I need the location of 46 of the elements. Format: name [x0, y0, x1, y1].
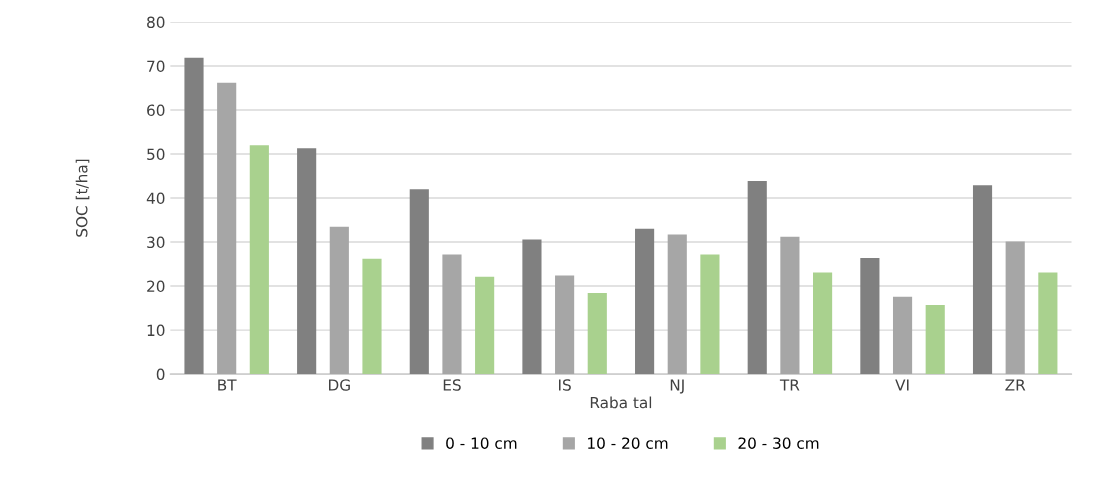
bar — [409, 189, 429, 375]
y-tick-label: 20 — [147, 280, 165, 293]
x-tick-label: BT — [218, 379, 237, 391]
y-tick-label: 70 — [147, 60, 165, 73]
bar — [667, 234, 687, 375]
legend-label: 10 - 20 cm — [588, 437, 668, 449]
x-tick-label: ZR — [1005, 379, 1026, 391]
bar — [587, 293, 607, 375]
x-axis-title: Raba tal — [590, 396, 652, 409]
y-tick-label: 40 — [146, 192, 165, 205]
y-tick-label: 60 — [147, 104, 165, 117]
bar — [1038, 272, 1058, 375]
bar — [522, 239, 542, 375]
legend-label: 20 - 30 cm — [738, 437, 819, 449]
bar — [555, 275, 575, 375]
bar — [813, 272, 833, 375]
y-axis-title: SOC [t/ha] — [75, 159, 90, 237]
x-tick-label: ES — [443, 379, 461, 391]
bar — [860, 257, 880, 375]
x-tick-label: IS — [559, 379, 571, 391]
bar — [925, 304, 945, 375]
bar — [184, 57, 204, 375]
x-tick-label: VI — [895, 379, 909, 391]
bar — [249, 145, 269, 375]
bar — [780, 236, 800, 375]
bar — [329, 226, 349, 375]
y-tick-label: 30 — [147, 236, 165, 249]
bar — [1005, 241, 1025, 375]
legend-label: 0 - 10 cm — [446, 437, 517, 449]
y-tick-label: 10 — [147, 324, 165, 337]
bar — [972, 185, 993, 375]
bar — [635, 228, 655, 375]
bar — [362, 258, 382, 375]
bar — [442, 254, 462, 375]
y-tick-label: 50 — [147, 148, 165, 161]
bar — [217, 82, 237, 375]
x-tick-label: NJ — [670, 379, 684, 394]
bar — [700, 254, 720, 375]
bar — [297, 148, 317, 375]
bar — [892, 296, 913, 375]
x-tick-label: DG — [329, 379, 350, 391]
bar — [475, 276, 495, 375]
x-tick-label: TR — [779, 379, 800, 391]
bar — [747, 180, 767, 375]
y-tick-label: 0 — [156, 368, 165, 381]
y-tick-label: 80 — [147, 16, 165, 29]
